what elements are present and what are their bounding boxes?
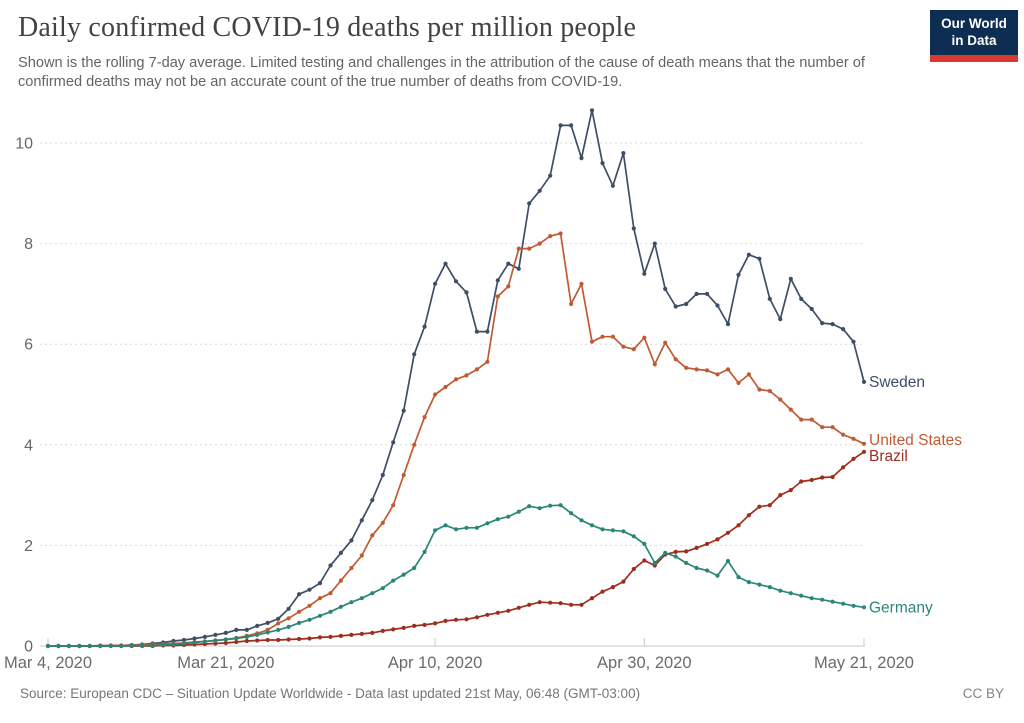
chart-subtitle: Shown is the rolling 7-day average. Limi… <box>18 55 865 91</box>
y-tick-label: 10 <box>15 136 33 153</box>
source-note: Source: European CDC – Situation Update … <box>20 686 641 701</box>
owid-logo[interactable]: Our World in Data <box>930 10 1018 62</box>
series-label-germany: Germany <box>869 599 933 616</box>
page-title: Daily confirmed COVID-19 deaths per mill… <box>18 12 637 43</box>
x-tick-label: Mar 4, 2020 <box>4 654 92 672</box>
y-tick-label: 4 <box>24 437 33 454</box>
license-link[interactable]: CC BY <box>962 686 1004 701</box>
series-germany <box>45 503 867 649</box>
series-label-sweden: Sweden <box>869 374 925 391</box>
owid-logo-line1: Our World <box>941 15 1007 31</box>
chart-footer: Source: European CDC – Situation Update … <box>20 686 1004 701</box>
x-tick-label: Apr 30, 2020 <box>597 654 692 672</box>
y-tick-label: 8 <box>24 236 33 253</box>
series-label-united-states: United States <box>869 432 962 449</box>
y-tick-label: 0 <box>24 639 33 656</box>
owid-logo-redbar <box>930 55 1018 62</box>
x-tick-label: May 21, 2020 <box>814 654 914 672</box>
owid-logo-line2: in Data <box>951 32 997 48</box>
series-sweden <box>45 108 867 649</box>
series-brazil <box>45 449 867 649</box>
series-united-states <box>45 231 867 649</box>
x-tick-label: Apr 10, 2020 <box>388 654 483 672</box>
x-tick-label: Mar 21, 2020 <box>177 654 274 672</box>
x-axis: Mar 4, 2020 Mar 21, 2020 Apr 10, 2020 Apr 3… <box>4 638 914 672</box>
y-tick-label: 6 <box>24 337 33 354</box>
y-tick-label: 2 <box>24 538 33 555</box>
series-label-brazil: Brazil <box>869 448 908 465</box>
owid-logo-box: Our World in Data <box>930 10 1018 55</box>
